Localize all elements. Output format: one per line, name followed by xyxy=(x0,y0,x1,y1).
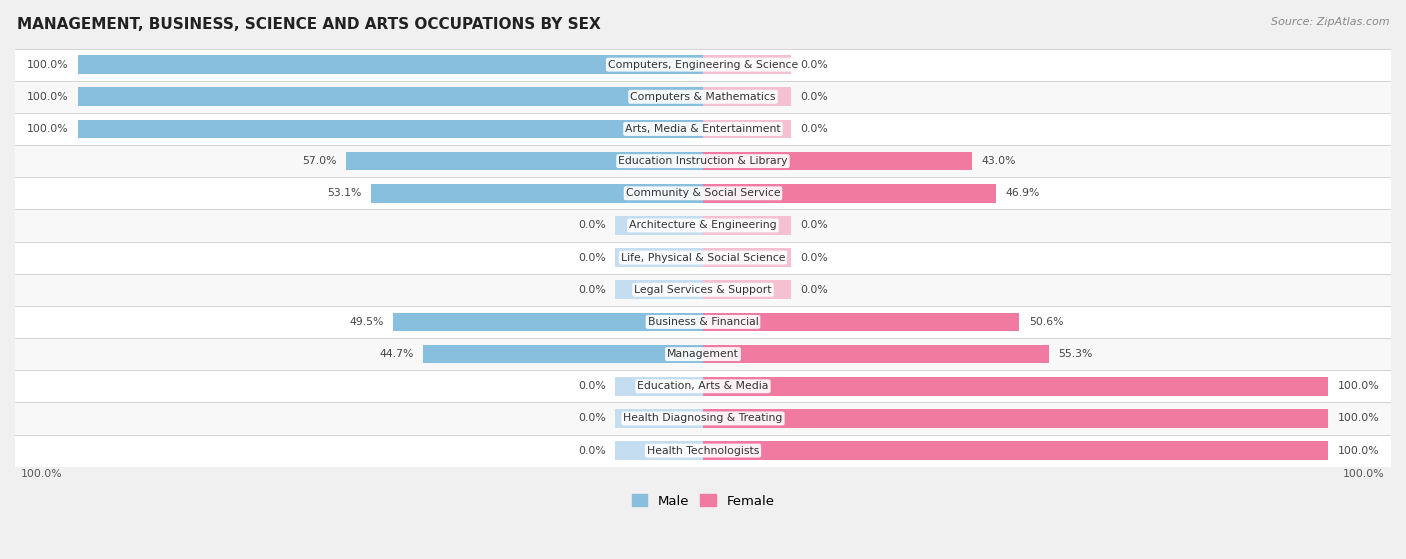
Text: 100.0%: 100.0% xyxy=(1339,446,1379,456)
Bar xyxy=(616,441,703,460)
Text: Computers & Mathematics: Computers & Mathematics xyxy=(630,92,776,102)
Bar xyxy=(703,345,1049,363)
Text: 100.0%: 100.0% xyxy=(1339,414,1379,424)
Bar xyxy=(15,145,1391,177)
Bar xyxy=(77,120,703,138)
Text: Health Diagnosing & Treating: Health Diagnosing & Treating xyxy=(623,414,783,424)
Bar xyxy=(703,441,1329,460)
Bar xyxy=(346,152,703,170)
Bar xyxy=(15,241,1391,274)
Text: Community & Social Service: Community & Social Service xyxy=(626,188,780,198)
Text: 57.0%: 57.0% xyxy=(302,156,337,166)
Bar xyxy=(77,87,703,106)
Text: 100.0%: 100.0% xyxy=(27,124,67,134)
Text: 55.3%: 55.3% xyxy=(1059,349,1092,359)
Bar xyxy=(703,248,790,267)
Text: Business & Financial: Business & Financial xyxy=(648,317,758,327)
Text: 46.9%: 46.9% xyxy=(1005,188,1040,198)
Text: 0.0%: 0.0% xyxy=(578,446,606,456)
Text: Education, Arts & Media: Education, Arts & Media xyxy=(637,381,769,391)
Text: 49.5%: 49.5% xyxy=(350,317,384,327)
Bar xyxy=(703,281,790,299)
Text: 0.0%: 0.0% xyxy=(578,381,606,391)
Bar xyxy=(394,312,703,331)
Text: Computers, Engineering & Science: Computers, Engineering & Science xyxy=(607,60,799,70)
Text: 100.0%: 100.0% xyxy=(21,469,63,479)
Bar xyxy=(703,120,790,138)
Text: 43.0%: 43.0% xyxy=(981,156,1015,166)
Bar xyxy=(15,113,1391,145)
Text: 100.0%: 100.0% xyxy=(1339,381,1379,391)
Bar xyxy=(703,152,972,170)
Bar xyxy=(15,274,1391,306)
Text: Legal Services & Support: Legal Services & Support xyxy=(634,285,772,295)
Text: 0.0%: 0.0% xyxy=(800,253,828,263)
Bar xyxy=(616,216,703,235)
Text: Management: Management xyxy=(666,349,740,359)
Bar xyxy=(616,377,703,396)
Text: 0.0%: 0.0% xyxy=(578,220,606,230)
Text: 53.1%: 53.1% xyxy=(328,188,361,198)
Text: 0.0%: 0.0% xyxy=(800,60,828,70)
Text: Source: ZipAtlas.com: Source: ZipAtlas.com xyxy=(1271,17,1389,27)
Bar xyxy=(616,281,703,299)
Bar xyxy=(703,55,790,74)
Bar xyxy=(15,370,1391,402)
Text: Arts, Media & Entertainment: Arts, Media & Entertainment xyxy=(626,124,780,134)
Bar xyxy=(616,409,703,428)
Bar xyxy=(703,184,997,202)
Text: 0.0%: 0.0% xyxy=(578,414,606,424)
Bar xyxy=(15,177,1391,210)
Text: 0.0%: 0.0% xyxy=(800,220,828,230)
Bar xyxy=(15,80,1391,113)
Bar xyxy=(77,55,703,74)
Bar xyxy=(703,377,1329,396)
Bar xyxy=(15,338,1391,370)
Text: MANAGEMENT, BUSINESS, SCIENCE AND ARTS OCCUPATIONS BY SEX: MANAGEMENT, BUSINESS, SCIENCE AND ARTS O… xyxy=(17,17,600,32)
Text: 0.0%: 0.0% xyxy=(800,124,828,134)
Bar xyxy=(703,87,790,106)
Text: 50.6%: 50.6% xyxy=(1029,317,1063,327)
Bar xyxy=(703,409,1329,428)
Text: 44.7%: 44.7% xyxy=(380,349,413,359)
Text: 100.0%: 100.0% xyxy=(27,60,67,70)
Text: Life, Physical & Social Science: Life, Physical & Social Science xyxy=(621,253,785,263)
Text: 0.0%: 0.0% xyxy=(800,285,828,295)
Bar xyxy=(15,49,1391,80)
Text: Health Technologists: Health Technologists xyxy=(647,446,759,456)
Text: 0.0%: 0.0% xyxy=(578,253,606,263)
Bar xyxy=(423,345,703,363)
Bar xyxy=(616,248,703,267)
Text: 0.0%: 0.0% xyxy=(578,285,606,295)
Text: 0.0%: 0.0% xyxy=(800,92,828,102)
Text: 100.0%: 100.0% xyxy=(27,92,67,102)
Bar xyxy=(371,184,703,202)
Bar xyxy=(15,434,1391,467)
Text: Education Instruction & Library: Education Instruction & Library xyxy=(619,156,787,166)
Bar xyxy=(15,402,1391,434)
Bar xyxy=(15,210,1391,241)
Bar xyxy=(703,312,1019,331)
Bar xyxy=(703,216,790,235)
Text: Architecture & Engineering: Architecture & Engineering xyxy=(630,220,776,230)
Text: 100.0%: 100.0% xyxy=(1343,469,1385,479)
Legend: Male, Female: Male, Female xyxy=(626,488,780,514)
Bar xyxy=(15,306,1391,338)
